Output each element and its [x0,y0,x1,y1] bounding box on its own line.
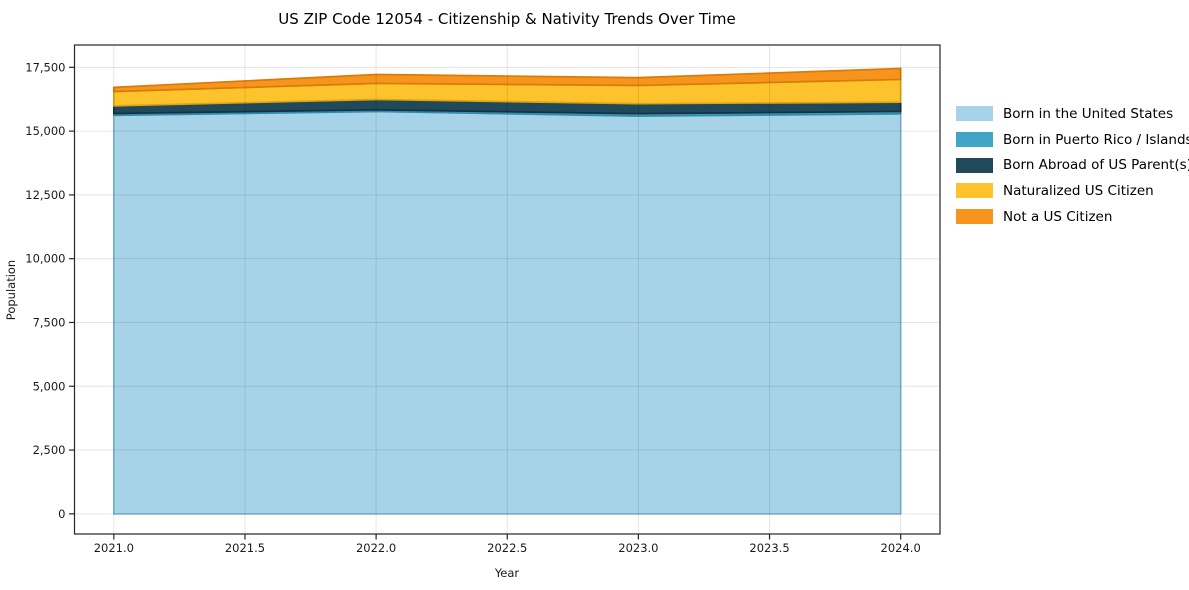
legend-swatch-born-in-the-united-states [956,106,993,122]
legend-label: Born Abroad of US Parent(s) [1003,157,1189,174]
legend: Born in the United States Born in Puerto … [956,101,1189,229]
legend-item-born-abroad-of-us-parent-s: Born Abroad of US Parent(s) [956,152,1189,178]
legend-item-born-in-puerto-rico-islands: Born in Puerto Rico / Islands [956,127,1189,153]
y-axis-label: Population [4,260,18,320]
legend-swatch-naturalized-us-citizen [956,183,993,199]
grid-layer [74,45,940,534]
areas-layer [112,67,902,515]
x-tick-label: 2024.0 [881,541,921,555]
axes-layer: 0 2,500 5,000 7,500 10,000 12,500 15,000 17,500… [25,44,941,555]
x-tick-label: 2022.0 [356,541,396,555]
legend-label: Born in Puerto Rico / Islands [1003,131,1189,148]
legend-label: Born in the United States [1003,105,1174,122]
y-tick-label: 15,000 [25,124,65,138]
legend-item-born-in-the-united-states: Born in the United States [956,101,1189,127]
legend-swatch-born-abroad-of-us-parent-s [956,157,993,173]
x-tick-label: 2021.5 [225,541,265,555]
y-tick-label: 17,500 [25,60,65,74]
y-tick-label: 7,500 [33,315,66,329]
legend-item-not-a-us-citizen: Not a US Citizen [956,204,1189,230]
legend-label: Not a US Citizen [1003,208,1113,225]
x-tick-label: 2023.0 [618,541,658,555]
x-axis-label: Year [494,566,520,580]
x-tick-label: 2023.5 [749,541,789,555]
y-tick-label: 5,000 [33,379,66,393]
legend-label: Naturalized US Citizen [1003,182,1154,199]
area-not-a-us-citizen [112,67,902,93]
legend-swatch-born-in-puerto-rico-islands [956,132,993,148]
legend-swatch-not-a-us-citizen [956,209,993,225]
y-tick-label: 0 [58,507,65,521]
chart-title: US ZIP Code 12054 - Citizenship & Nativi… [278,10,735,28]
y-tick-label: 2,500 [33,443,66,457]
x-tick-label: 2021.0 [94,541,134,555]
y-tick-label: 10,000 [25,252,65,266]
legend-item-naturalized-us-citizen: Naturalized US Citizen [956,178,1189,204]
x-tick-label: 2022.5 [487,541,527,555]
y-tick-label: 12,500 [25,188,65,202]
